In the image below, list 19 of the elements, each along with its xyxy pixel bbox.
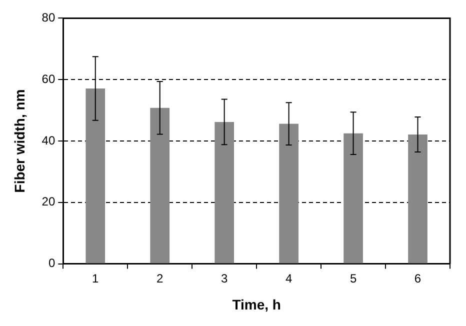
y-axis-title: Fiber width, nm — [11, 89, 28, 193]
x-tick-label: 2 — [156, 271, 164, 286]
y-tick-label: 0 — [48, 256, 56, 270]
bar — [279, 124, 298, 264]
bar — [86, 88, 106, 264]
x-axis-title: Time, h — [232, 296, 281, 312]
y-tick-label: 40 — [42, 133, 56, 148]
bar — [214, 122, 234, 264]
x-tick-label: 3 — [220, 271, 228, 286]
bar — [150, 108, 170, 264]
x-tick-label: 5 — [350, 271, 357, 286]
x-tick-label: 6 — [414, 271, 422, 286]
y-tick-label: 20 — [42, 194, 56, 209]
x-tick-label: 4 — [285, 271, 292, 286]
bar — [408, 134, 428, 264]
y-tick-label: 80 — [42, 10, 56, 25]
y-tick-label: 60 — [42, 72, 56, 86]
bar — [344, 133, 363, 264]
x-tick-label: 1 — [92, 271, 100, 286]
